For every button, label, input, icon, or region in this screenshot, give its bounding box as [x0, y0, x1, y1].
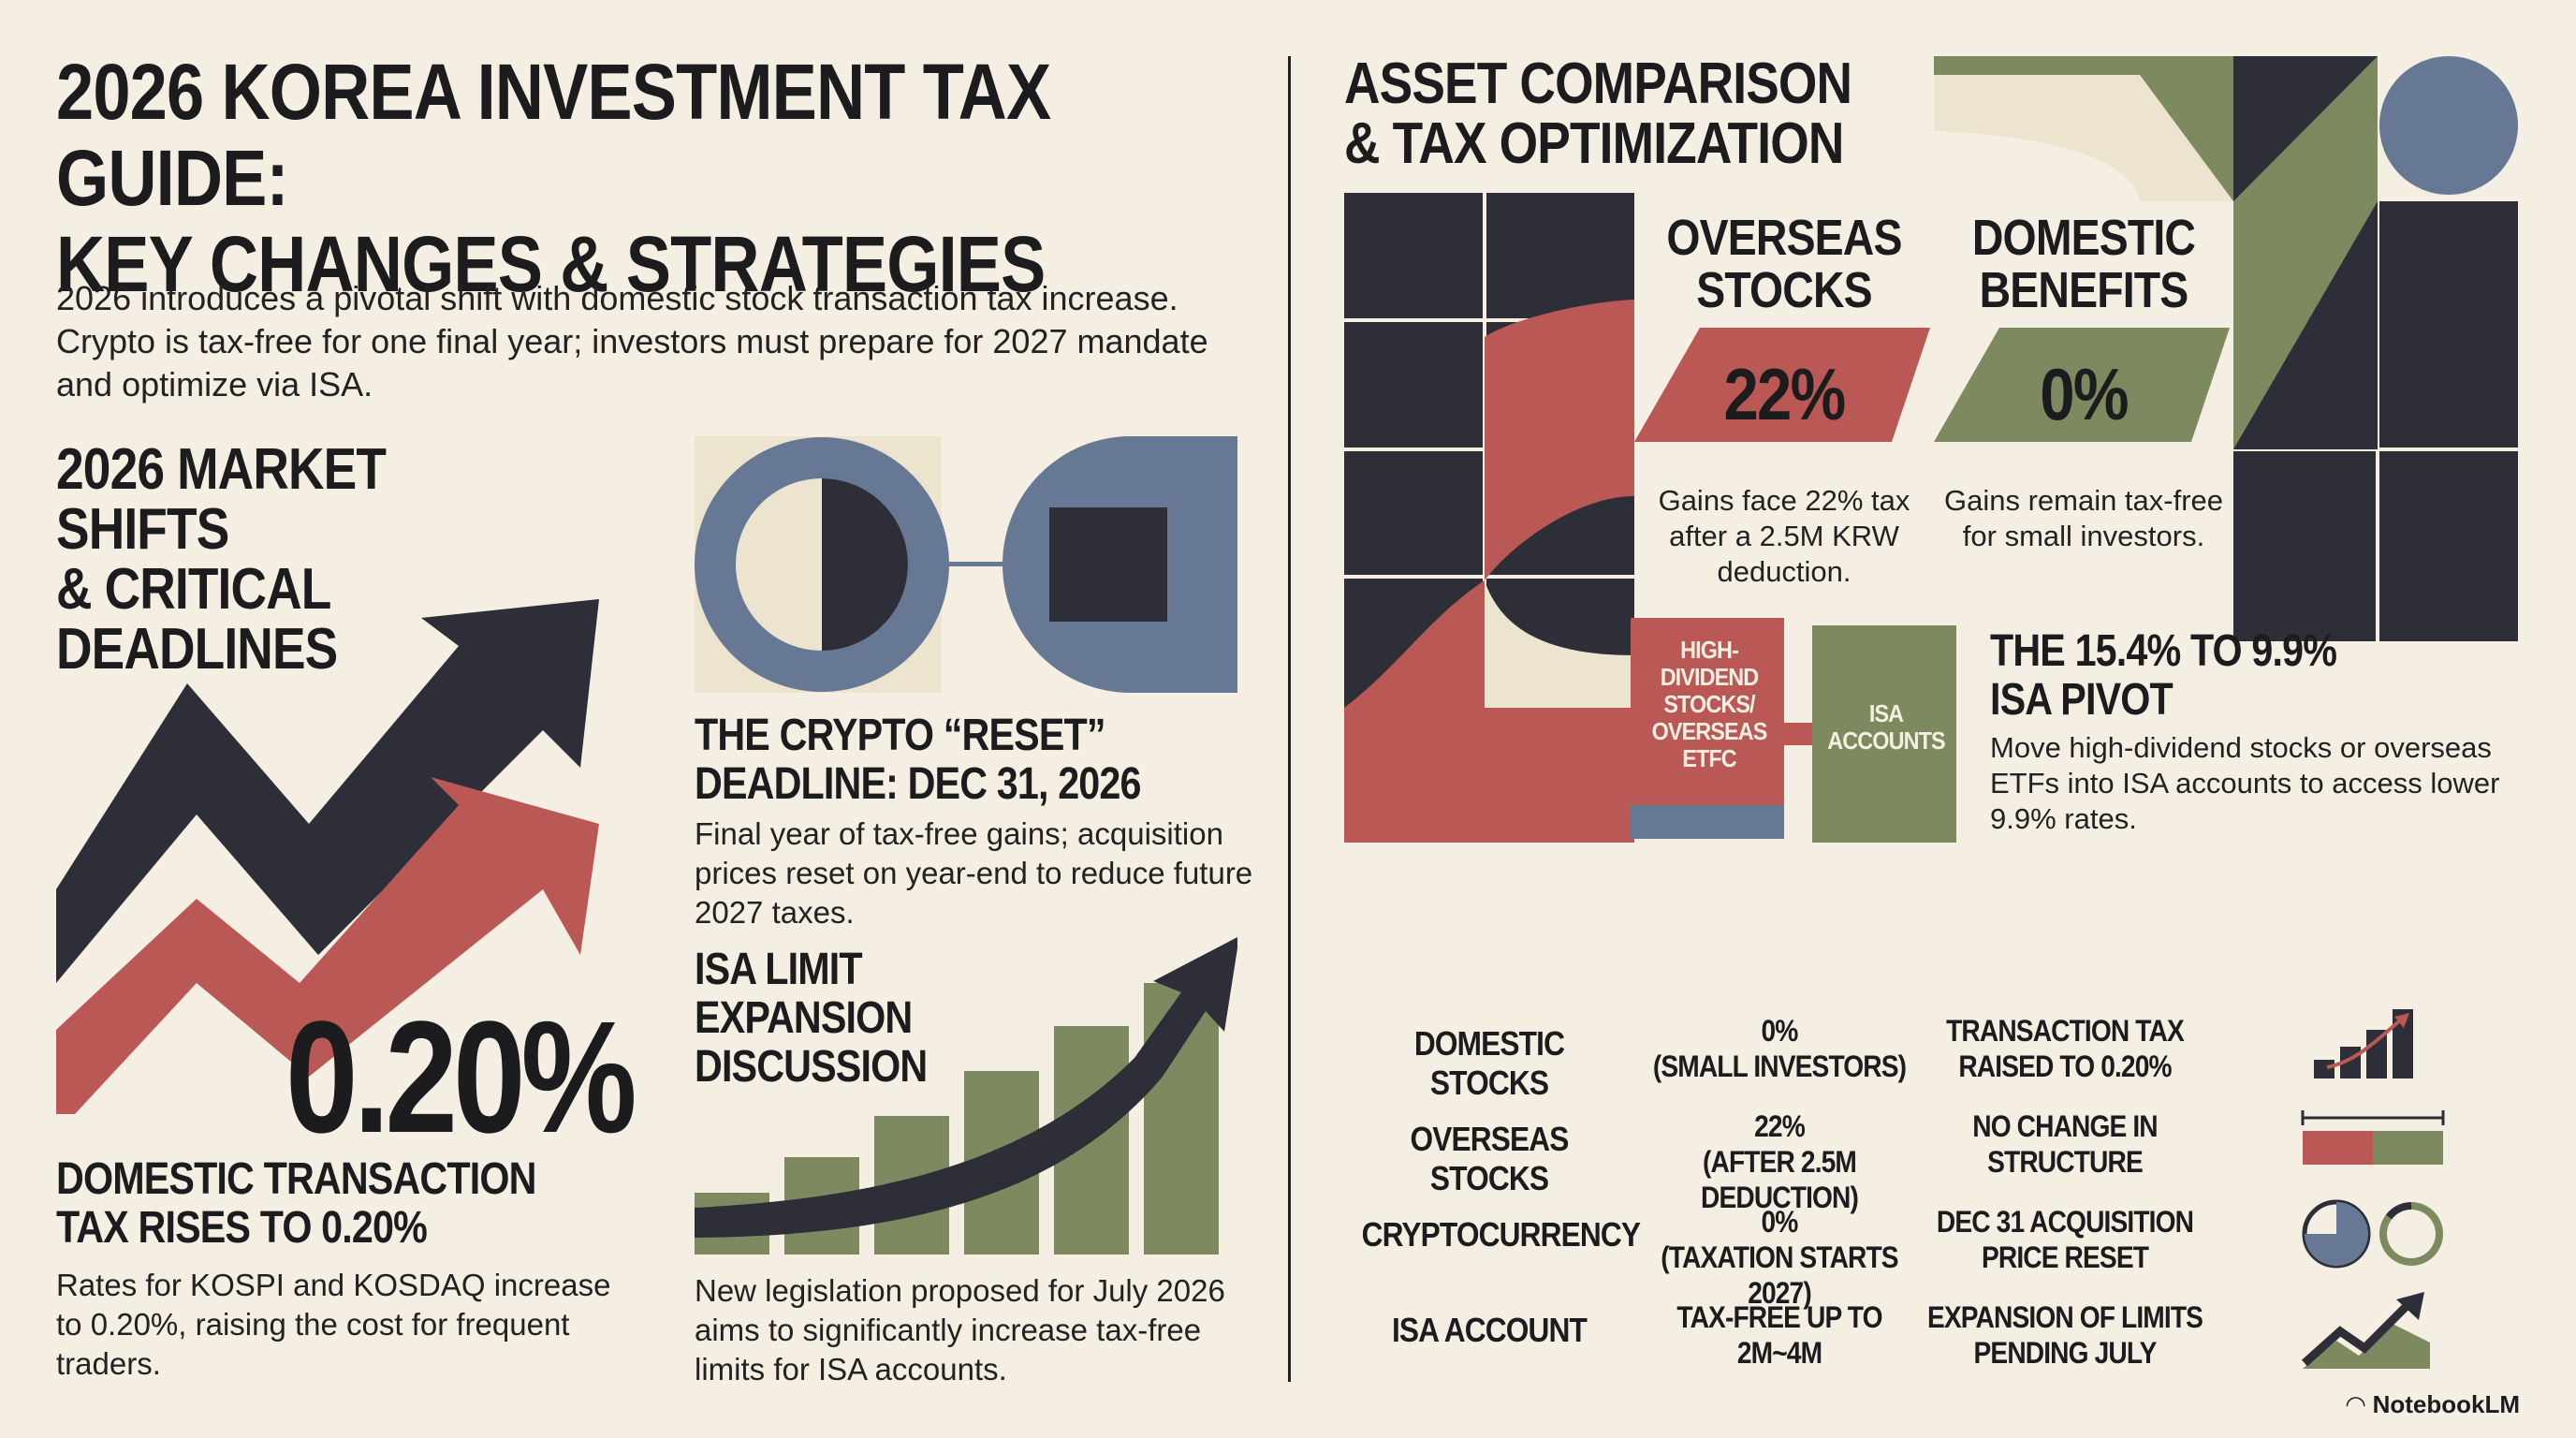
intro-text: 2026 introduces a pivotal shift with dom…: [56, 279, 1208, 404]
domestic-note: Gains remain tax-free for small investor…: [1943, 484, 2224, 552]
rising-arrows-graphic: [56, 599, 599, 1114]
reset-circle-icon: [2302, 1199, 2443, 1269]
table-row-rate: TAX-FREE UP TO 2M~4M: [1676, 1300, 1882, 1370]
dividend-stocks-box: HIGH-DIVIDEND STOCKS/ OVERSEAS ETFc: [1651, 636, 1768, 772]
notebooklm-brand: ◠ NotebookLM: [2346, 1390, 2520, 1418]
page-title: 2026 KOREA INVESTMENT TAX GUIDE: KEY CHA…: [56, 48, 1051, 308]
crypto-reset-title: THE CRYPTO “RESET” DEADLINE: DEC 31, 202…: [695, 711, 1141, 809]
domestic-rate: 0%: [2040, 353, 2129, 435]
growth-curve-arrow: [695, 937, 1237, 1238]
split-bar-icon: [2301, 1110, 2445, 1165]
table-row-rate: 0% (SMALL INVESTORS): [1652, 1014, 1907, 1083]
table-row-asset: OVERSEAS STOCKS: [1410, 1120, 1569, 1197]
overseas-stocks-label: OVERSEAS STOCKS: [1666, 210, 1902, 318]
isa-pivot-title: THE 15.4% TO 9.9% ISA PIVOT: [1990, 626, 2337, 725]
table-row-change: NO CHANGE IN STRUCTURE: [1972, 1109, 2158, 1179]
table-row-change: DEC 31 ACQUISITION PRICE RESET: [1936, 1205, 2194, 1274]
domestic-benefits-label: DOMESTIC BENEFITS: [1971, 210, 2196, 318]
isa-growth-bars: [695, 937, 1237, 1255]
table-row-asset: ISA ACCOUNT: [1392, 1311, 1588, 1349]
table-row-rate: 22% (AFTER 2.5M DEDUCTION): [1701, 1109, 1859, 1214]
transaction-rate-big: 0.20%: [285, 989, 637, 1167]
table-row-asset: CRYPTOCURRENCY: [1361, 1215, 1641, 1254]
growth-arrow-icon: [2301, 1292, 2430, 1369]
overseas-rate: 22%: [1723, 353, 1846, 435]
isa-pivot-body: Move high-dividend stocks or overseas ET…: [1990, 731, 2500, 835]
rising-bars-icon: [2314, 1009, 2413, 1078]
isa-limit-title: ISA LIMIT EXPANSION DISCUSSION: [695, 945, 928, 1092]
comparison-table: DOMESTIC STOCKS 0% (SMALL INVESTORS) TRAN…: [1344, 1005, 2524, 1399]
notebooklm-logo-icon: ◠: [2346, 1390, 2365, 1418]
table-row-change: TRANSACTION TAX RAISED TO 0.20%: [1946, 1014, 2185, 1083]
overseas-note: Gains face 22% tax after a 2.5M KRW dedu…: [1658, 484, 1910, 588]
table-row-change: EXPANSION OF LIMITS PENDING JULY: [1926, 1300, 2203, 1370]
domestic-tax-body: Rates for KOSPI and KOSDAQ increase to 0…: [56, 1268, 611, 1381]
dark-zigzag-arrow: [56, 599, 599, 983]
asset-comparison-heading: ASSET COMPARISON & TAX OPTIMIZATION: [1344, 51, 1852, 176]
red-zigzag-arrow: [56, 777, 599, 1114]
asset-mosaic-graphic: [1344, 56, 2518, 843]
isa-limit-body: New legislation proposed for July 2026 a…: [695, 1273, 1225, 1387]
column-divider: [1288, 56, 1291, 1382]
crypto-reset-graphic: [695, 436, 1237, 693]
market-shifts-heading: 2026 MARKET SHIFTS & CRITICAL DEADLINES: [56, 437, 387, 682]
table-row-rate: 0% (TAXATION STARTS 2027): [1661, 1205, 1898, 1310]
table-row-asset: DOMESTIC STOCKS: [1413, 1024, 1565, 1102]
isa-accounts-box: ISA ACCOUNTS: [1827, 699, 1945, 755]
crypto-reset-body: Final year of tax-free gains; acquisitio…: [695, 816, 1253, 930]
domestic-tax-title: DOMESTIC TRANSACTION TAX RISES TO 0.20%: [56, 1154, 536, 1253]
